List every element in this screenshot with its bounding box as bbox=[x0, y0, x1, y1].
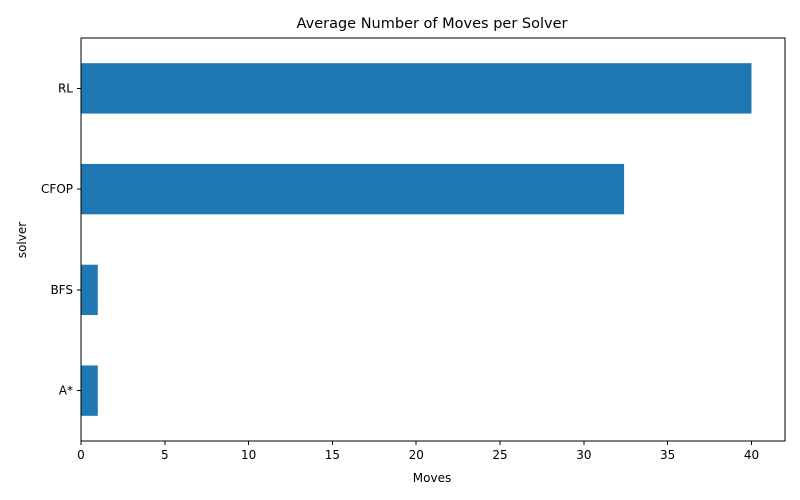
x-tick-label: 30 bbox=[576, 448, 591, 462]
plot-frame bbox=[80, 37, 786, 442]
x-axis-label: Moves bbox=[413, 471, 451, 485]
axes-frame bbox=[80, 37, 786, 442]
x-tick-label: 0 bbox=[77, 448, 85, 462]
y-axis-label: solver bbox=[15, 222, 29, 258]
chart-title: Average Number of Moves per Solver bbox=[297, 16, 568, 32]
x-tick-label: 35 bbox=[660, 448, 675, 462]
bar-cfop bbox=[81, 163, 625, 215]
bar-rl bbox=[81, 63, 752, 114]
y-axis-ticks: A* BFS CFOP RL bbox=[41, 81, 81, 398]
bar-a-star bbox=[81, 365, 98, 416]
y-tick-label-a-star: A* bbox=[59, 384, 73, 398]
y-tick-label-cfop: CFOP bbox=[41, 182, 73, 196]
y-tick-label-rl: RL bbox=[58, 81, 73, 95]
y-tick-label-bfs: BFS bbox=[50, 283, 73, 297]
bars-group bbox=[81, 63, 752, 416]
x-axis-ticks: 0 5 10 15 20 25 30 35 40 bbox=[77, 441, 759, 462]
x-tick-label: 20 bbox=[409, 448, 424, 462]
x-tick-label: 10 bbox=[241, 448, 256, 462]
x-tick-label: 15 bbox=[325, 448, 340, 462]
x-tick-label: 25 bbox=[492, 448, 507, 462]
bar-bfs bbox=[81, 264, 98, 316]
x-tick-label: 5 bbox=[161, 448, 169, 462]
x-tick-label: 40 bbox=[744, 448, 759, 462]
